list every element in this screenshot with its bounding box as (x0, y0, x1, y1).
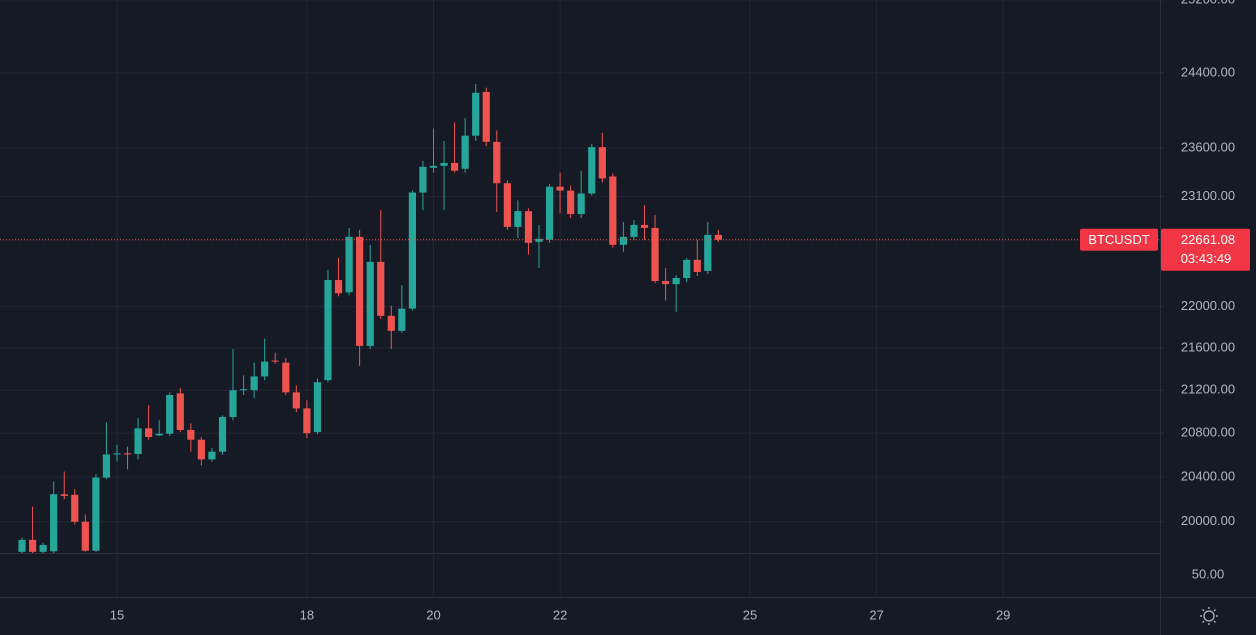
y-tick-label: 22000.00 (1181, 298, 1235, 313)
settings-icon[interactable] (1200, 607, 1218, 625)
y-tick-label: 24400.00 (1181, 64, 1235, 79)
candle-body (102, 454, 111, 478)
candle-body (619, 236, 627, 245)
candle-body (556, 186, 564, 191)
candle-body (187, 429, 195, 440)
candle-body (472, 92, 480, 136)
candle-body (39, 545, 47, 552)
candle-body (461, 135, 469, 169)
candle-body (482, 91, 490, 142)
y-tick-label: 23100.00 (1181, 188, 1235, 203)
candle-body (60, 494, 68, 496)
candle-body (640, 224, 649, 228)
candle-body (408, 192, 417, 309)
candle-body (609, 176, 617, 245)
candle-body (208, 451, 216, 460)
y-tick-label: 21200.00 (1181, 382, 1235, 397)
y-tick-label: 25200.00 (1181, 0, 1235, 6)
symbol-label: BTCUSDT (1088, 232, 1149, 247)
candle-body (493, 141, 501, 184)
candle-body (387, 315, 395, 331)
candle-body (366, 261, 374, 346)
candle-body (166, 394, 174, 434)
countdown-label: 03:43:49 (1181, 251, 1232, 266)
candle-body (145, 428, 153, 438)
candle-body (324, 280, 332, 381)
x-tick-label: 22 (553, 607, 567, 622)
candle-body (18, 539, 26, 552)
candle-body (50, 494, 58, 552)
candle-body (282, 362, 290, 393)
x-tick-label: 20 (426, 607, 440, 622)
candle-body (398, 308, 406, 331)
x-tick-label: 29 (996, 607, 1010, 622)
price-label-bg (1161, 228, 1250, 271)
y-tick-label: 20800.00 (1181, 425, 1235, 440)
candle-body (176, 393, 184, 430)
candle-body (81, 521, 89, 551)
candle-body (630, 224, 638, 237)
candle-body (356, 236, 364, 346)
y-tick-label: 21600.00 (1181, 339, 1235, 354)
candle-body (334, 280, 343, 294)
candle-body (545, 186, 554, 240)
y-tick-label: 23600.00 (1181, 140, 1235, 155)
candle-body (250, 376, 258, 391)
x-tick-label: 27 (869, 607, 883, 622)
x-tick-label: 18 (300, 607, 314, 622)
candle-body (155, 433, 163, 436)
candle-body (292, 392, 300, 409)
volume-tick-label: 50.00 (1192, 566, 1225, 581)
candle-body (693, 259, 701, 272)
y-tick-label: 20400.00 (1181, 468, 1235, 483)
candle-body (29, 539, 37, 552)
candle-body (440, 162, 448, 166)
candle-body (503, 183, 511, 227)
candle-body (429, 165, 438, 168)
candle-body (683, 259, 691, 279)
x-tick-label: 25 (743, 607, 757, 622)
candle-body (704, 234, 712, 271)
y-tick-label: 20000.00 (1181, 513, 1235, 528)
candle-body (377, 261, 385, 316)
candle-body (123, 453, 132, 455)
candle-body (303, 408, 311, 434)
candle-body (92, 477, 100, 551)
candle-body (271, 360, 279, 362)
candle-body (672, 278, 680, 285)
candle-body (261, 361, 269, 377)
candle-body (514, 211, 522, 227)
x-tick-label: 15 (110, 607, 124, 622)
candle-body (239, 389, 248, 391)
candle-body (419, 166, 427, 193)
candle-body (651, 227, 659, 282)
candle-body (71, 494, 79, 522)
candle-body (218, 416, 227, 452)
candle-body (598, 147, 606, 179)
candle-body (714, 234, 722, 240)
symbol-label-bg (1080, 228, 1158, 251)
candle-body (229, 390, 237, 417)
candle-body (113, 453, 121, 455)
candle-body (313, 382, 322, 433)
candle-body (524, 211, 533, 243)
last-price-label: 22661.08 (1181, 232, 1235, 247)
candle-body (197, 439, 205, 460)
candle-body (345, 236, 353, 293)
candle-body (535, 238, 543, 242)
grid (0, 0, 1160, 597)
candle-body (450, 162, 459, 171)
candle-body (567, 190, 575, 215)
candle-body (577, 193, 585, 215)
candle-body (588, 147, 596, 194)
candle-body (134, 428, 142, 454)
candle-body (662, 281, 670, 285)
